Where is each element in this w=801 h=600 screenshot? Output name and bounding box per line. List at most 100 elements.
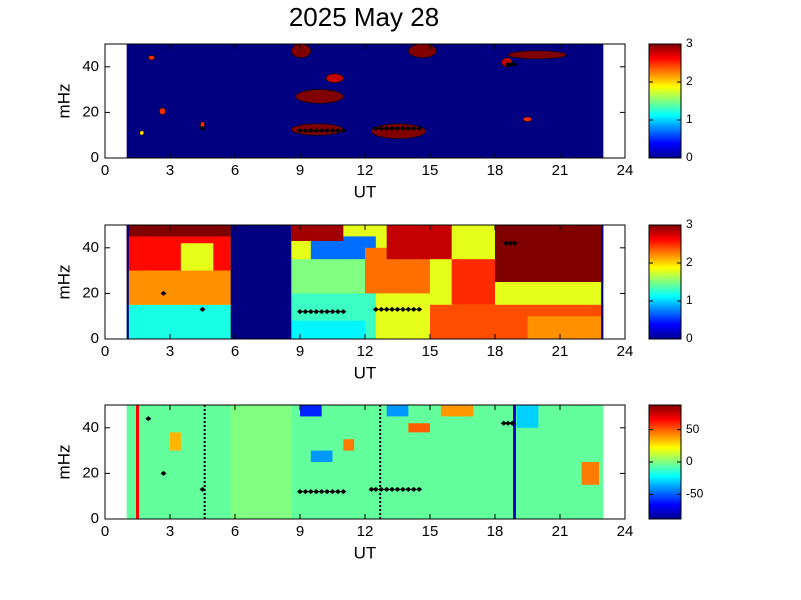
marker bbox=[505, 62, 511, 68]
x-tick-label: 18 bbox=[487, 162, 504, 179]
marker bbox=[297, 489, 303, 495]
marker bbox=[329, 128, 336, 134]
colorbar-tick-label: 1 bbox=[686, 293, 693, 307]
marker bbox=[394, 306, 401, 312]
marker bbox=[340, 309, 347, 315]
marker bbox=[410, 306, 417, 312]
x-tick-label: 9 bbox=[296, 162, 304, 179]
colorbar-tick-label: -50 bbox=[686, 487, 704, 501]
y-tick-label: 40 bbox=[82, 58, 99, 75]
marker bbox=[324, 489, 331, 495]
marker bbox=[410, 486, 417, 492]
y-tick-label: 20 bbox=[82, 284, 99, 301]
heat-cell bbox=[507, 50, 567, 60]
heat-cell bbox=[180, 243, 214, 271]
marker bbox=[313, 128, 320, 134]
x-tick-label: 3 bbox=[166, 343, 174, 360]
marker bbox=[394, 486, 401, 492]
marker bbox=[399, 486, 406, 492]
x-tick-label: 6 bbox=[231, 162, 239, 179]
x-tick-label: 3 bbox=[166, 162, 174, 179]
y-tick-label: 0 bbox=[91, 510, 99, 527]
x-axis-label: UT bbox=[354, 543, 377, 562]
x-tick-label: 12 bbox=[357, 523, 374, 540]
heat-cell bbox=[601, 225, 604, 339]
y-tick-label: 40 bbox=[82, 239, 99, 256]
marker bbox=[502, 240, 509, 246]
x-tick-label: 6 bbox=[231, 523, 239, 540]
marker bbox=[324, 128, 331, 134]
marker bbox=[378, 486, 385, 492]
marker bbox=[507, 240, 514, 246]
heat-cell bbox=[230, 405, 292, 519]
marker bbox=[405, 486, 412, 492]
x-tick-label: 21 bbox=[552, 343, 569, 360]
heat-cell bbox=[139, 130, 145, 136]
marker bbox=[302, 309, 309, 315]
marker bbox=[505, 420, 511, 426]
marker bbox=[508, 62, 515, 68]
marker bbox=[410, 125, 417, 131]
colorbar-tick-label: 1 bbox=[686, 112, 693, 126]
marker bbox=[340, 489, 347, 495]
x-tick-label: 15 bbox=[422, 162, 439, 179]
marker bbox=[334, 128, 341, 134]
x-tick-label: 0 bbox=[101, 343, 109, 360]
colorbar bbox=[648, 224, 682, 340]
marker bbox=[302, 489, 309, 495]
heat-cell bbox=[408, 44, 437, 58]
colorbar-tick-label: 0 bbox=[686, 150, 693, 164]
marker bbox=[318, 128, 325, 134]
heat-cell bbox=[408, 423, 430, 433]
heat-cell bbox=[516, 405, 539, 428]
marker bbox=[378, 306, 385, 312]
colorbar-tick-label: 3 bbox=[686, 36, 693, 50]
y-axis-label: mHz bbox=[54, 84, 73, 119]
marker bbox=[372, 306, 379, 312]
marker bbox=[372, 125, 379, 131]
marker bbox=[372, 486, 379, 492]
x-tick-label: 0 bbox=[101, 523, 109, 540]
marker bbox=[297, 128, 303, 134]
heat-cell bbox=[310, 450, 333, 462]
x-tick-label: 0 bbox=[101, 162, 109, 179]
colorbar-tick-label: 2 bbox=[686, 255, 693, 269]
colorbar-tick-label: 0 bbox=[686, 454, 693, 468]
plot-area bbox=[126, 405, 604, 519]
heat-cell bbox=[170, 432, 181, 451]
x-tick-label: 24 bbox=[617, 162, 634, 179]
marker bbox=[405, 306, 412, 312]
heat-cell bbox=[440, 405, 474, 417]
marker bbox=[160, 470, 167, 476]
marker bbox=[383, 125, 390, 131]
x-axis-label: UT bbox=[354, 363, 377, 382]
marker bbox=[416, 306, 423, 312]
marker bbox=[383, 486, 390, 492]
colorbar-tick-label: 50 bbox=[686, 422, 700, 436]
colorbar bbox=[648, 43, 682, 159]
y-tick-label: 40 bbox=[82, 419, 99, 436]
x-tick-label: 15 bbox=[422, 523, 439, 540]
colorbar-tick-label: 2 bbox=[686, 74, 693, 88]
x-tick-label: 18 bbox=[487, 523, 504, 540]
plot-area bbox=[126, 44, 604, 158]
marker bbox=[511, 62, 518, 68]
colorbar-tick-label: 0 bbox=[686, 331, 693, 345]
marker bbox=[318, 489, 325, 495]
heat-cell bbox=[291, 320, 365, 339]
heat-cell bbox=[291, 44, 312, 58]
heat-cell bbox=[295, 89, 344, 104]
y-axis-label: mHz bbox=[54, 265, 73, 300]
marker bbox=[302, 128, 309, 134]
heat-cell bbox=[386, 405, 409, 417]
marker bbox=[329, 489, 336, 495]
x-tick-label: 12 bbox=[357, 343, 374, 360]
y-axis-label: mHz bbox=[54, 445, 73, 480]
y-tick-label: 20 bbox=[82, 464, 99, 481]
marker bbox=[416, 486, 423, 492]
heat-cell bbox=[386, 225, 452, 260]
heat-cell bbox=[371, 123, 426, 139]
marker bbox=[389, 486, 396, 492]
colorbar bbox=[648, 404, 682, 520]
marker bbox=[313, 489, 320, 495]
